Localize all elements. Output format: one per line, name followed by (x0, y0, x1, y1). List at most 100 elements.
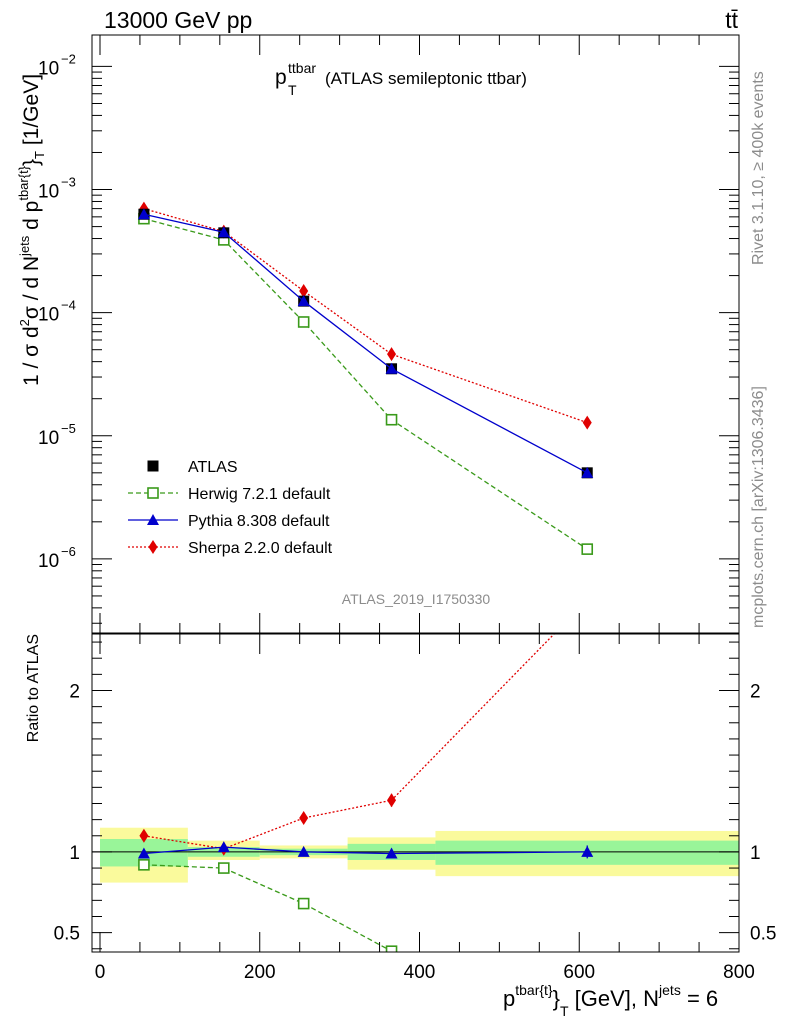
x-axis-label: ptbar{t}}T [GeV], Njets = 6 (503, 982, 718, 1019)
x-tick-label: 600 (563, 962, 595, 983)
ylabel-b: σ / d N (20, 256, 43, 319)
ylabel-sup-t: tbar{t} (16, 165, 31, 200)
y-tick-exponent: −4 (61, 298, 76, 313)
x-tick-label: 800 (723, 962, 755, 983)
legend-marker (148, 540, 158, 554)
data-point (299, 811, 309, 826)
main-panel: 10−610−510−410−310−2 p ttbar T (ATLAS se… (16, 34, 740, 634)
data-point (138, 859, 150, 871)
xlabel-unit: [GeV], N (569, 986, 659, 1011)
y-tick-label: 10 (38, 551, 59, 572)
y-tick-label: 10 (38, 58, 59, 79)
x-tick-label: 0 (95, 962, 106, 983)
plot-title: p ttbar T (ATLAS semileptonic ttbar) (275, 60, 527, 98)
process-label: tt̄ (725, 7, 738, 33)
title-sub: T (288, 82, 297, 98)
xlabel-sub-t: T (560, 1003, 569, 1019)
y-tick-exponent: −3 (61, 175, 76, 190)
ratio-y-tick-label: 2 (69, 681, 80, 702)
svg-text:ptbar{t}}T [GeV], Njets = 6: ptbar{t}}T [GeV], Njets = 6 (503, 982, 718, 1019)
data-point (297, 845, 310, 857)
ylabel-sub-t: T (32, 151, 47, 159)
data-point (581, 543, 594, 555)
energy-label: 13000 GeV pp (104, 7, 252, 33)
data-point (582, 415, 592, 430)
xlabel-sup-jets: jets (658, 982, 681, 998)
ratio-y-tick-label: 2 (750, 681, 761, 702)
svg-text:1 / σ d2σ / d Njets d ptbar{t}: 1 / σ d2σ / d Njets d ptbar{t}}T [1/GeV] (16, 74, 47, 386)
data-point (297, 897, 310, 910)
legend-label: Sherpa 2.2.0 default (188, 540, 333, 557)
main-series (137, 201, 594, 555)
legend-marker (147, 460, 159, 472)
data-point (385, 362, 398, 374)
ratio-plot-frame (91, 633, 740, 953)
ylabel-sup2: 2 (17, 319, 32, 326)
data-point (297, 295, 310, 307)
title-sup: ttbar (288, 60, 316, 76)
xlabel-p: p (503, 986, 515, 1011)
ratio-y-tick-label: 0.5 (750, 924, 776, 945)
data-point (137, 208, 150, 220)
y-tick-exponent: −5 (61, 421, 76, 436)
y-tick-label: 10 (38, 182, 59, 203)
legend-label: ATLAS (188, 459, 238, 476)
xlabel-eq: = 6 (681, 986, 718, 1011)
ylabel-d: [1/GeV] (20, 74, 43, 151)
y-tick-label: 10 (38, 305, 59, 326)
ratio-x-ticks: 0 200 400 600 800 (95, 634, 755, 983)
uncertainty-bands (99, 827, 739, 883)
data-point (387, 347, 397, 362)
data-point (385, 847, 398, 859)
main-x-ticks (99, 35, 740, 633)
ratio-y-tick-label: 1 (69, 843, 80, 864)
rivet-label: Rivet 3.1.10, ≥ 400k events (750, 71, 767, 265)
main-y-label: 1 / σ d2σ / d Njets d ptbar{t}}T [1/GeV] (16, 74, 47, 386)
ratio-y-label: Ratio to ATLAS (25, 634, 42, 742)
main-plot-frame (91, 34, 740, 634)
title-rest: (ATLAS semileptonic ttbar) (325, 69, 527, 88)
data-point (385, 413, 398, 426)
title-p: p (275, 66, 287, 89)
legend-marker (147, 514, 159, 525)
y-tick-exponent: −6 (61, 544, 76, 559)
ylabel-c: d p (20, 201, 43, 236)
data-point (581, 845, 594, 857)
ratio-y-ticks: 0.5 0.5 1 1 2 2 (54, 641, 776, 950)
legend-marker (147, 487, 159, 499)
data-point (217, 226, 230, 238)
main-y-ticks: 10−610−510−410−310−2 (38, 51, 739, 624)
y-tick-label: 10 (38, 428, 59, 449)
ratio-y-tick-label: 1 (750, 843, 761, 864)
analysis-watermark: ATLAS_2019_I1750330 (342, 591, 491, 607)
ratio-y-tick-label: 0.5 (54, 924, 80, 945)
data-point (217, 841, 230, 853)
legend: ATLAS Herwig 7.2.1 default Pythia 8.308 de… (128, 459, 333, 557)
data-point (385, 945, 398, 952)
mcplots-label: mcplots.cern.ch [arXiv:1306.3436] (750, 386, 767, 628)
data-point (297, 316, 310, 328)
ratio-panel: 0.5 0.51 12 2 0 200 400 600 800 Ratio to ATLAS … (25, 593, 776, 1019)
legend-label: Herwig 7.2.1 default (188, 486, 331, 503)
data-point (139, 828, 149, 843)
xlabel-sup-t: tbar{t} (515, 982, 553, 998)
series-line (143, 864, 392, 952)
x-tick-label: 400 (404, 962, 436, 983)
data-point (583, 593, 592, 607)
y-tick-exponent: −2 (61, 51, 76, 66)
xlabel-close: } (553, 986, 560, 1011)
legend-label: Pythia 8.308 default (188, 513, 330, 530)
data-point (387, 793, 397, 808)
data-point (581, 466, 594, 478)
ylabel-sup-jets: jets (17, 235, 32, 257)
series-line (143, 634, 555, 850)
data-point (299, 283, 309, 298)
ratio-series (137, 593, 594, 952)
ylabel-a: 1 / σ d (20, 326, 43, 386)
x-tick-label: 200 (244, 962, 276, 983)
svg-text:p: p (275, 66, 287, 89)
data-point (137, 847, 150, 859)
series-line (143, 213, 588, 474)
ylabel-close: } (20, 159, 43, 166)
